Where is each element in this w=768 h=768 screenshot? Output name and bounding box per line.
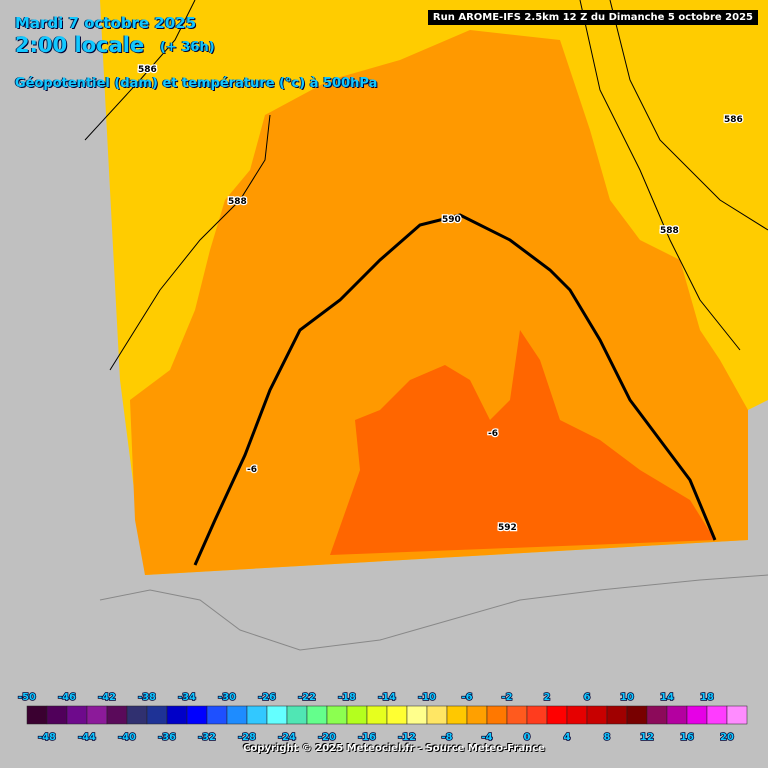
legend-label: -14	[378, 692, 396, 703]
colorbar-swatch	[306, 705, 328, 725]
legend-label: -32	[198, 732, 216, 743]
contour-label: -6	[488, 429, 498, 439]
contour-label: 586	[724, 115, 743, 125]
legend-label: -34	[178, 692, 196, 703]
colorbar-swatch	[126, 705, 148, 725]
colorbar-swatch	[26, 705, 48, 725]
legend-label: -40	[118, 732, 136, 743]
legend-label: 16	[680, 732, 694, 743]
colorbar-swatch	[46, 705, 68, 725]
date: Mardi 7 octobre 2025	[15, 14, 197, 32]
contour-586	[84, 0, 768, 231]
legend-label: -18	[338, 692, 356, 703]
colorbar-swatch	[666, 705, 688, 725]
field: Géopotentiel (dam) et température (°c) à…	[15, 76, 378, 91]
legend-label: -16	[358, 732, 376, 743]
contour-label: -6	[247, 465, 257, 475]
colorbar-swatch	[626, 705, 648, 725]
legend-label: -20	[318, 732, 336, 743]
legend-label: 18	[700, 692, 714, 703]
legend-label: -48	[38, 732, 56, 743]
colorbar-swatch	[66, 705, 88, 725]
legend-label: 8	[604, 732, 611, 743]
temp-dark-orange	[330, 330, 715, 555]
legend-label: -4	[481, 732, 492, 743]
legend-label: -50	[18, 692, 36, 703]
colorbar-swatch	[266, 705, 288, 725]
legend-label: 4	[564, 732, 571, 743]
colorbar-swatch	[286, 705, 308, 725]
colorbar-swatch	[186, 705, 208, 725]
colorbar-swatch	[526, 705, 548, 725]
legend-label: 12	[640, 732, 654, 743]
colorbar-swatch	[106, 705, 128, 725]
legend-label: -28	[238, 732, 256, 743]
colorbar-swatch	[466, 705, 488, 725]
lead-time: (+ 36h)	[160, 40, 215, 55]
colorbar-swatch	[486, 705, 508, 725]
colorbar-swatch	[166, 705, 188, 725]
legend-label: -2	[501, 692, 512, 703]
colorbar-swatch	[246, 705, 268, 725]
colorbar: -50 -46 -42 -38 -34 -30 -26 -22 -18 -14 -10 -6 -2 2 6 1…	[17, 691, 748, 744]
legend-label: 6	[584, 692, 591, 703]
legend-label: 20	[720, 732, 734, 743]
contour-label: 588	[228, 197, 247, 207]
colorbar-swatch	[586, 705, 608, 725]
contour-label: 586	[138, 65, 157, 75]
legend-label: -38	[138, 692, 156, 703]
colorbar-swatch	[346, 705, 368, 725]
contour-590	[193, 213, 717, 566]
time: 2:00 locale	[15, 33, 145, 57]
colorbar-swatch	[446, 705, 468, 725]
coastline	[99, 574, 768, 651]
legend-label: 10	[620, 692, 634, 703]
legend-label: -6	[461, 692, 472, 703]
colorbar-swatch	[726, 705, 748, 725]
legend-label: -46	[58, 692, 76, 703]
legend-label: 14	[660, 692, 674, 703]
colorbar-swatch	[706, 705, 728, 725]
legend-label: -30	[218, 692, 236, 703]
legend-label: -22	[298, 692, 316, 703]
colorbar-swatch	[546, 705, 568, 725]
legend-label: 0	[524, 732, 531, 743]
contour-label: 588	[660, 226, 679, 236]
run-info: Run AROME-IFS 2.5km 12 Z du Dimanche 5 o…	[427, 10, 758, 25]
colorbar-swatch	[226, 705, 248, 725]
contour-588	[109, 0, 741, 371]
colorbar-swatch	[426, 705, 448, 725]
colorbar-swatch	[86, 705, 108, 725]
colorbar-swatch	[686, 705, 708, 725]
colorbar-swatch	[386, 705, 408, 725]
copyright: Copyright © 2025 Meteociel.fr - Source M…	[243, 743, 545, 754]
colorbar-swatch	[406, 705, 428, 725]
colorbar-swatch	[206, 705, 228, 725]
legend-label: -10	[418, 692, 436, 703]
colorbar-swatch	[506, 705, 528, 725]
colorbar-swatch	[566, 705, 588, 725]
colorbar-swatch	[326, 705, 348, 725]
colorbar-swatch	[646, 705, 668, 725]
legend-label: -42	[98, 692, 116, 703]
colorbar-swatch	[606, 705, 628, 725]
legend-label: 2	[544, 692, 551, 703]
colorbar-swatch	[146, 705, 168, 725]
contour-label: 592	[498, 523, 517, 533]
legend-label: -24	[278, 732, 296, 743]
legend-label: -8	[441, 732, 452, 743]
legend-label: -26	[258, 692, 276, 703]
legend-label: -12	[398, 732, 416, 743]
legend-label: -44	[78, 732, 96, 743]
colorbar-swatch	[366, 705, 388, 725]
contour-label: 590	[442, 215, 461, 225]
legend-label: -36	[158, 732, 176, 743]
